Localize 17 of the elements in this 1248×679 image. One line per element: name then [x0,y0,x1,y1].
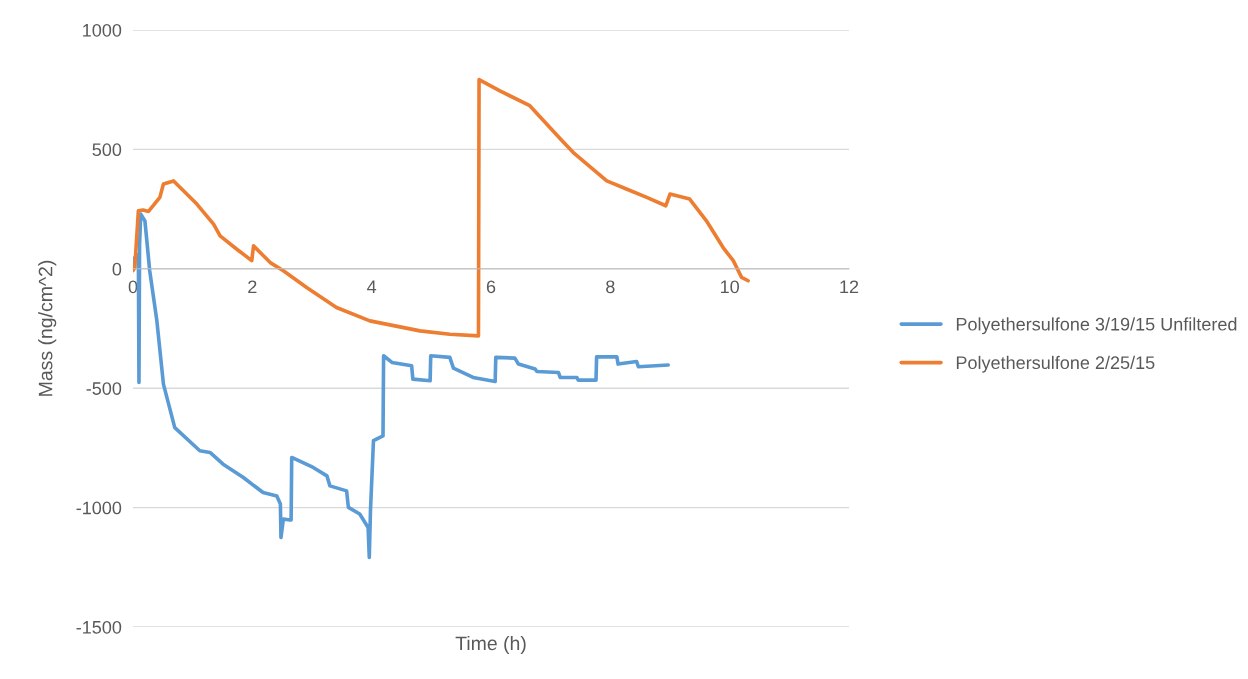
x-tick-label: 6 [486,280,496,294]
y-tick-label: 1000 [83,23,122,37]
x-tick-label: 2 [248,280,257,293]
y-tick-label: 0 [112,262,122,276]
x-tick-label: 0 [128,280,138,294]
legend-label: Polyethersulfone 2/25/15 [956,355,1155,373]
y-tick-label: 500 [92,143,122,157]
legend-label: Polyethersulfone 3/19/15 Unfiltered [956,317,1237,335]
x-tick-label: 10 [721,280,739,294]
x-tick-label: 12 [840,280,859,293]
x-axis-title: Time (h) [455,635,526,655]
y-axis-title: Mass (ng/cm^2) [38,260,57,396]
y-tick-label: -500 [86,382,122,395]
y-tick-label: -1000 [76,501,122,515]
y-tick-label: -1500 [76,620,122,634]
x-tick-label: 4 [367,280,377,293]
x-tick-label: 8 [606,280,615,294]
